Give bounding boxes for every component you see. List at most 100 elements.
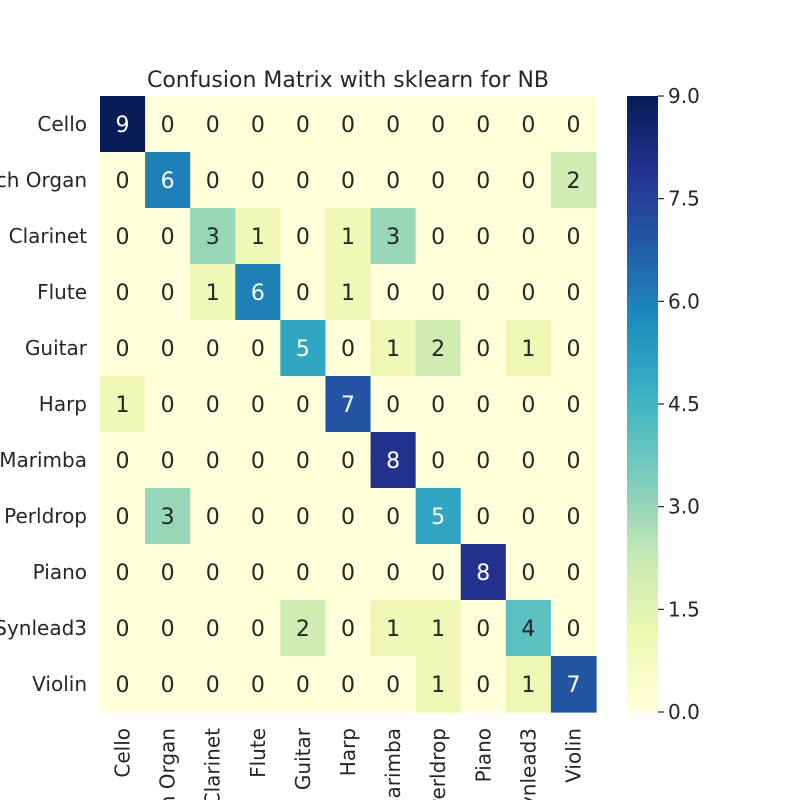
colorbar-segment (627, 545, 658, 550)
cell-value-label: 0 (206, 169, 220, 194)
colorbar-segment (627, 391, 658, 396)
heatmap-cell (190, 376, 236, 433)
heatmap-cell (100, 152, 146, 209)
colorbar-tick-label: 0.0 (668, 700, 700, 724)
heatmap-cell (100, 544, 146, 601)
colorbar-segment (627, 166, 658, 171)
cell-value-label: 6 (251, 281, 265, 306)
heatmap-cell (145, 544, 191, 601)
colorbar-segment (627, 693, 658, 698)
heatmap-cell (100, 264, 146, 321)
heatmap-cells (100, 96, 597, 713)
heatmap-cell (280, 432, 327, 489)
colorbar-segment (627, 246, 658, 251)
colorbar-segment (627, 311, 658, 316)
colorbar-segment (627, 521, 658, 525)
heatmap-cell (235, 488, 281, 545)
colorbar-segment (627, 216, 658, 220)
cell-value-label: 0 (161, 113, 175, 138)
heatmap-cell (550, 376, 597, 433)
x-tick-label: Church Organ (156, 728, 180, 800)
colorbar-segment (627, 185, 658, 190)
cell-value-label: 0 (206, 505, 220, 530)
colorbar-segment (627, 302, 658, 307)
heatmap-cell (505, 152, 552, 209)
colorbar-segment (627, 354, 658, 359)
cell-value-label: 0 (566, 617, 580, 642)
colorbar-segment (627, 681, 658, 686)
colorbar-segment (627, 320, 658, 325)
colorbar-segment (627, 363, 658, 368)
colorbar-segment (627, 702, 658, 707)
y-tick-label: Violin (32, 672, 87, 696)
heatmap-cell (415, 376, 462, 433)
cell-value-label: 2 (431, 337, 445, 362)
colorbar-segment (627, 188, 658, 193)
heatmap-cell (370, 600, 417, 657)
heatmap-cell (415, 600, 462, 657)
cell-value-label: 0 (206, 449, 220, 474)
heatmap-cell (370, 264, 417, 321)
colorbar-segment (627, 348, 658, 353)
heatmap-cell (190, 264, 236, 321)
heatmap-cell (505, 208, 552, 265)
colorbar-segment (627, 533, 658, 538)
cell-value-label: 0 (161, 673, 175, 698)
heatmap-cell (100, 96, 146, 153)
colorbar-segment (627, 360, 658, 365)
heatmap-cell (280, 656, 327, 713)
cell-value-label: 2 (566, 169, 580, 194)
heatmap-cell (325, 544, 372, 601)
colorbar-segment (627, 453, 658, 458)
colorbar-segment (627, 622, 658, 627)
colorbar-segment (627, 477, 658, 482)
colorbar-tick-label: 1.5 (668, 597, 700, 621)
cell-value-label: 0 (161, 337, 175, 362)
heatmap-cell (550, 264, 597, 321)
colorbar-segment (627, 459, 658, 464)
x-tick-label: Clarinet (201, 728, 225, 800)
cell-value-label: 7 (341, 393, 355, 418)
cell-value-label: 0 (296, 449, 310, 474)
cell-value-label: 0 (476, 337, 490, 362)
colorbar-segment (627, 268, 658, 273)
heatmap-cell (325, 432, 372, 489)
heatmap-cell (505, 488, 552, 545)
heatmap-cell (325, 600, 372, 657)
heatmap-cell (550, 656, 597, 713)
colorbar-segment (627, 551, 658, 556)
cell-value-label: 0 (251, 449, 265, 474)
cell-value-label: 0 (251, 505, 265, 530)
cell-value-label: 1 (386, 617, 400, 642)
colorbar-segment (627, 179, 658, 184)
colorbar-segment (627, 588, 658, 593)
heatmap-cell (325, 96, 372, 153)
cell-value-label: 0 (431, 225, 445, 250)
cell-value-label: 0 (116, 225, 130, 250)
heatmap-cell (235, 432, 281, 489)
heatmap-cell (145, 152, 191, 209)
heatmap-cell (415, 544, 462, 601)
colorbar-segment (627, 160, 658, 165)
colorbar-segment (627, 650, 658, 655)
cell-value-label: 0 (341, 617, 355, 642)
x-tick-label: Cello (111, 728, 135, 778)
colorbar-segment (627, 619, 658, 624)
colorbar-segment (627, 539, 658, 544)
colorbar-segment (627, 502, 658, 507)
heatmap-cell (415, 152, 462, 209)
cell-value-label: 0 (296, 225, 310, 250)
heatmap-cell (325, 152, 372, 209)
colorbar-segment (627, 684, 658, 689)
cell-value-label: 0 (116, 673, 130, 698)
cell-value-label: 0 (206, 337, 220, 362)
heatmap-cell (460, 264, 507, 321)
cell-value-label: 0 (341, 169, 355, 194)
colorbar-segment (627, 262, 658, 267)
colorbar-segment (627, 579, 658, 584)
colorbar-segment (627, 206, 658, 211)
cell-value-label: 0 (521, 393, 535, 418)
heatmap-cell (460, 208, 507, 265)
heatmap-cell (550, 208, 597, 265)
colorbar-segment (627, 197, 658, 202)
